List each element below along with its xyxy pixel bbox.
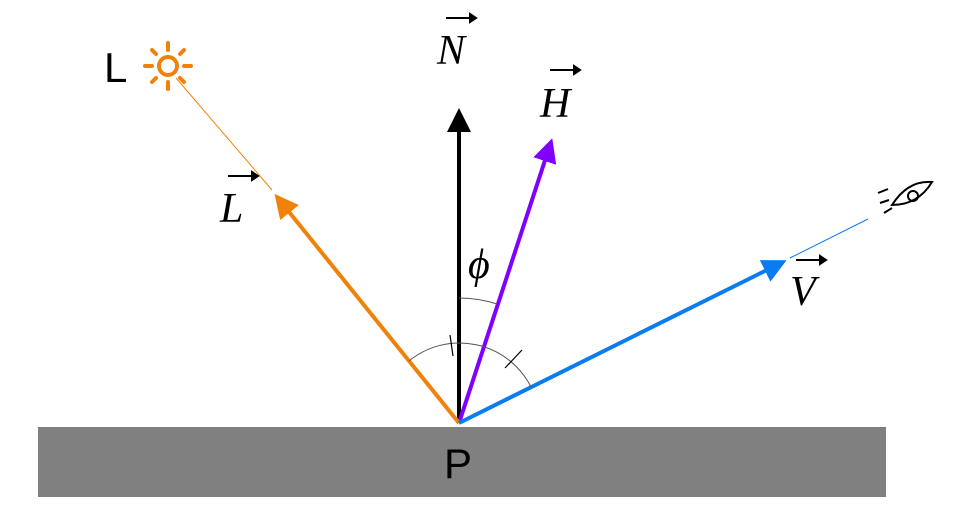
normal-label: N	[436, 28, 467, 74]
eye-icon	[877, 180, 934, 214]
view-ray	[789, 218, 869, 259]
phi-arc	[458, 297, 498, 305]
surface	[38, 427, 886, 497]
halfway-arrow	[457, 138, 557, 424]
light-ray	[175, 77, 273, 191]
point-label: P	[444, 440, 472, 487]
angle-label: ϕ	[468, 242, 490, 288]
light-vector-label: L	[219, 186, 243, 232]
halfway-label: H	[539, 81, 573, 127]
arc-tick	[504, 349, 523, 369]
angle-arc	[408, 342, 532, 388]
light-arrow	[274, 193, 461, 425]
view-label: V	[790, 269, 820, 315]
vector-accents	[228, 12, 828, 266]
arc-tick	[449, 334, 454, 357]
sun-icon	[143, 41, 193, 91]
light-source-label: L	[104, 44, 127, 91]
view-arrow	[458, 260, 787, 425]
